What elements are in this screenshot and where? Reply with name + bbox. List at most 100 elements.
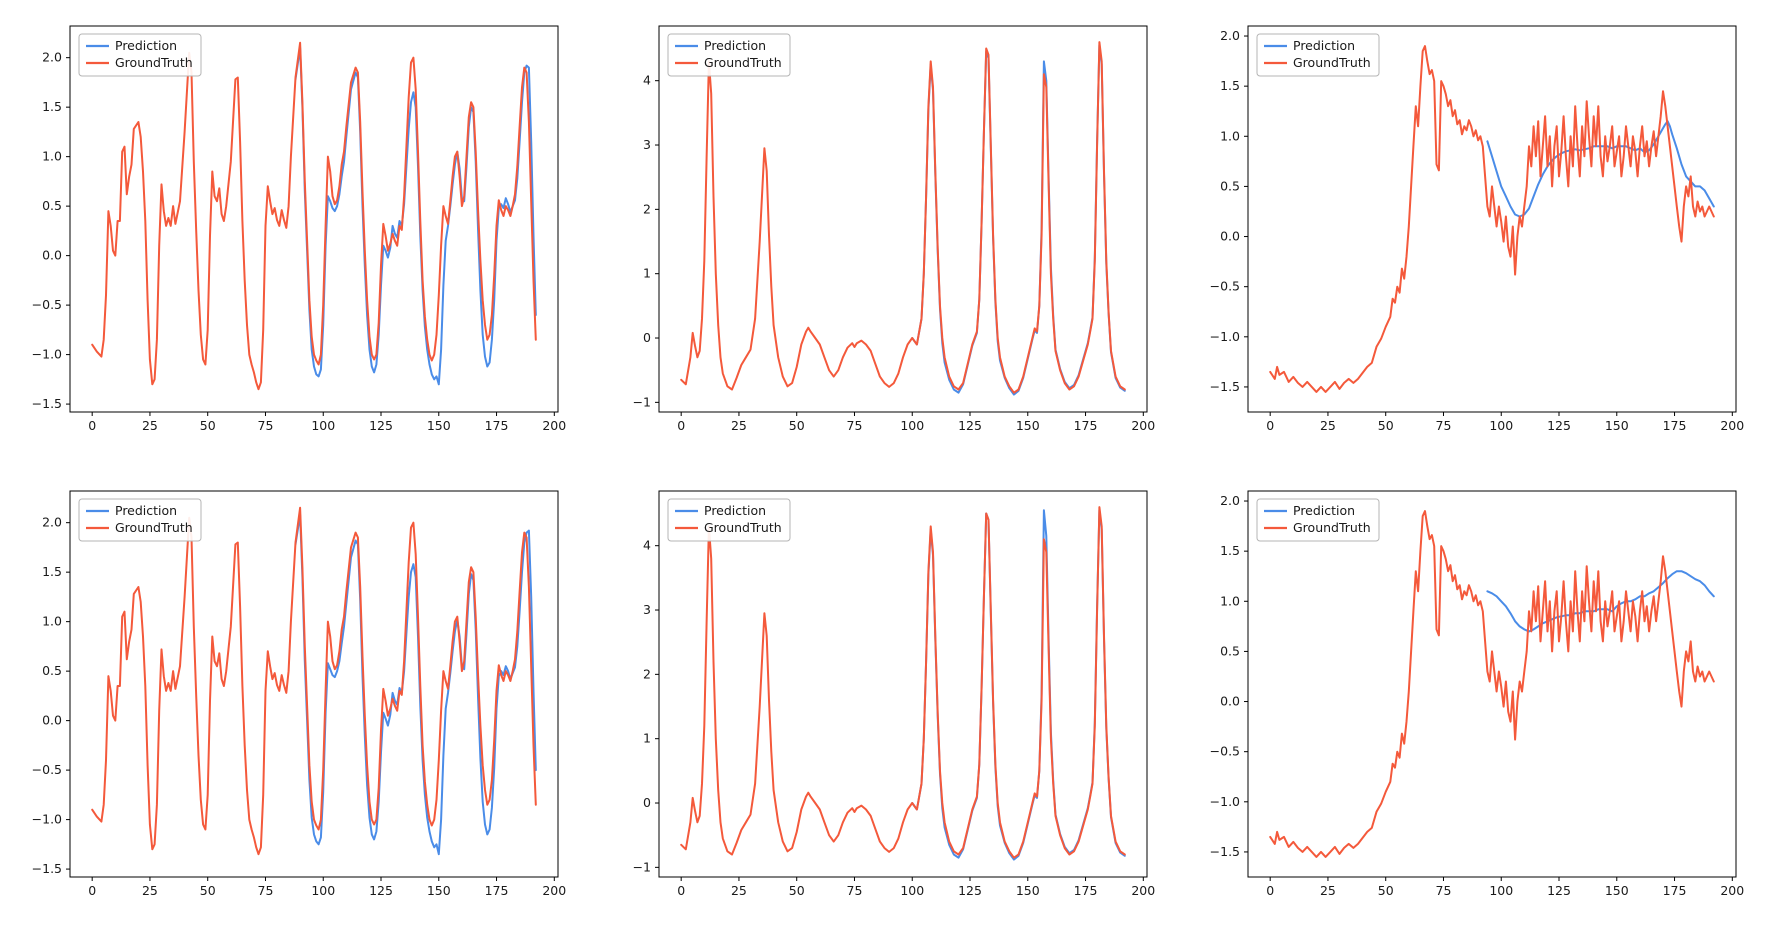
legend-label: Prediction — [115, 38, 177, 53]
y-tick-label: 4 — [643, 537, 651, 552]
y-tick-label: −1.5 — [1209, 843, 1239, 858]
y-tick-label: 1.5 — [42, 99, 62, 114]
legend: Prediction GroundTruth — [78, 498, 202, 541]
y-tick-label: 0.5 — [1220, 178, 1240, 193]
y-tick-label: 3 — [643, 137, 651, 152]
legend-label: Prediction — [1293, 503, 1355, 518]
x-tick-label: 200 — [1720, 418, 1744, 433]
x-tick-label: 150 — [1604, 883, 1628, 898]
axes-frame — [658, 25, 1148, 412]
y-tick-label: 1.0 — [42, 613, 62, 628]
x-tick-label: 200 — [1131, 883, 1155, 898]
x-tick-label: 0 — [1266, 418, 1274, 433]
x-tick-label: 0 — [1266, 883, 1274, 898]
y-tick-label: −1.0 — [1209, 793, 1239, 808]
legend-label: GroundTruth — [115, 520, 193, 535]
x-tick-label: 50 — [789, 418, 805, 433]
y-tick-label: 2.0 — [42, 514, 62, 529]
x-tick-label: 50 — [1377, 418, 1393, 433]
legend-label: Prediction — [704, 38, 766, 53]
x-tick-label: 175 — [485, 418, 509, 433]
x-tick-label: 125 — [369, 418, 393, 433]
legend-label: Prediction — [1293, 38, 1355, 53]
x-tick-label: 50 — [789, 883, 805, 898]
legend: Prediction GroundTruth — [78, 33, 202, 76]
y-tick-label: 0.0 — [1220, 228, 1240, 243]
y-tick-label: 1 — [643, 730, 651, 745]
y-tick-label: −1 — [633, 394, 651, 409]
x-tick-label: 0 — [89, 883, 97, 898]
y-tick-label: −1.0 — [32, 811, 62, 826]
x-tick-label: 75 — [258, 883, 274, 898]
subplot-top-left: 0 25 50 75 100 125 150 175 200 −1.5 −1.0 −0.5 0.0 0.5… — [32, 25, 567, 433]
y-tick-label: 0.0 — [42, 247, 62, 262]
y-tick-label: −0.5 — [1209, 743, 1239, 758]
legend-label: GroundTruth — [704, 520, 782, 535]
x-tick-label: 25 — [731, 418, 747, 433]
plot-area — [1247, 490, 1736, 877]
axes-frame — [69, 490, 559, 877]
x-tick-label: 150 — [427, 418, 451, 433]
y-tick-label: −1.5 — [1209, 378, 1239, 393]
x-tick-label: 175 — [1662, 418, 1686, 433]
subplot-cell-top-right: 0 25 50 75 100 125 150 175 200 −1.5 −1.0 −0.5 0.0 0.5… — [1177, 0, 1766, 465]
x-tick-label: 50 — [200, 883, 216, 898]
y-tick-label: 3 — [643, 602, 651, 617]
groundtruth-line — [91, 506, 538, 855]
legend-box — [1256, 498, 1380, 541]
x-tick-label: 100 — [312, 883, 336, 898]
y-tick-label: 1.0 — [1220, 128, 1240, 143]
legend: Prediction GroundTruth — [1256, 33, 1380, 76]
x-tick-label: 100 — [900, 418, 924, 433]
x-tick-label: 150 — [1016, 418, 1040, 433]
y-tick-label: 0.5 — [42, 663, 62, 678]
groundtruth-line — [91, 41, 538, 390]
x-tick-label: 175 — [485, 883, 509, 898]
x-tick-label: 0 — [89, 418, 97, 433]
y-tick-label: 1.0 — [1220, 593, 1240, 608]
legend: Prediction GroundTruth — [667, 33, 791, 76]
x-tick-label: 50 — [1377, 883, 1393, 898]
y-tick-label: 0 — [643, 795, 651, 810]
axes-frame — [69, 25, 559, 412]
y-tick-label: 2 — [643, 666, 651, 681]
y-tick-label: −1.5 — [32, 861, 62, 876]
legend-label: GroundTruth — [1293, 520, 1371, 535]
x-tick-label: 50 — [200, 418, 216, 433]
x-tick-label: 150 — [427, 883, 451, 898]
subplot-bottom-right: 0 25 50 75 100 125 150 175 200 −1.5 −1.0 −0.5 0.0 0.5… — [1209, 490, 1744, 898]
x-tick-label: 100 — [1489, 418, 1513, 433]
plot-area — [1247, 25, 1736, 412]
plot-area — [658, 25, 1147, 412]
x-tick-label: 175 — [1074, 418, 1098, 433]
legend-label: Prediction — [115, 503, 177, 518]
y-tick-label: 2 — [643, 201, 651, 216]
subplot-bottom-middle: 0 25 50 75 100 125 150 175 200 −1 0 1 2 3 4 Prediction G… — [633, 490, 1155, 898]
y-tick-label: −1 — [633, 859, 651, 874]
x-tick-label: 200 — [543, 883, 567, 898]
x-tick-label: 150 — [1604, 418, 1628, 433]
x-tick-label: 100 — [900, 883, 924, 898]
x-tick-label: 200 — [1720, 883, 1744, 898]
axes-frame — [1247, 25, 1737, 412]
y-tick-label: 2.0 — [42, 49, 62, 64]
x-tick-label: 125 — [1547, 418, 1571, 433]
axes-frame — [1247, 490, 1737, 877]
subplot-cell-bottom-middle: 0 25 50 75 100 125 150 175 200 −1 0 1 2 3 4 Prediction G… — [589, 465, 1178, 930]
x-tick-label: 150 — [1016, 883, 1040, 898]
x-tick-label: 125 — [958, 418, 982, 433]
axes-frame — [658, 490, 1148, 877]
x-tick-label: 25 — [731, 883, 747, 898]
legend: Prediction GroundTruth — [667, 498, 791, 541]
subplot-cell-top-left: 0 25 50 75 100 125 150 175 200 −1.5 −1.0 −0.5 0.0 0.5… — [0, 0, 589, 465]
x-tick-label: 175 — [1074, 883, 1098, 898]
x-tick-label: 75 — [847, 883, 863, 898]
legend-label: GroundTruth — [1293, 55, 1371, 70]
x-tick-label: 25 — [1320, 883, 1336, 898]
y-tick-label: 1.5 — [42, 564, 62, 579]
x-tick-label: 125 — [1547, 883, 1571, 898]
y-tick-label: 0 — [643, 330, 651, 345]
y-tick-label: −1.0 — [1209, 328, 1239, 343]
y-tick-label: 1.5 — [1220, 543, 1240, 558]
x-tick-label: 125 — [958, 883, 982, 898]
